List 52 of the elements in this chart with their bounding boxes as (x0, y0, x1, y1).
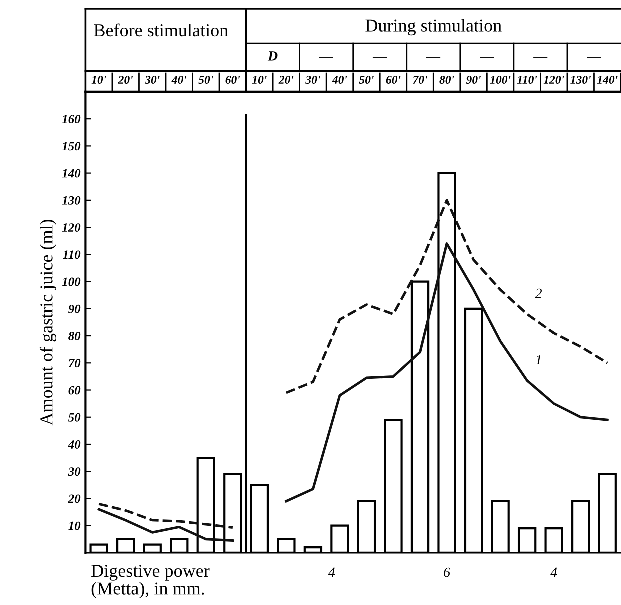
y-tick-label: 60 (68, 386, 81, 395)
x-tick-label: 80' (440, 76, 454, 84)
text: Digestive power (Metta), in mm. (92, 565, 210, 598)
series-label: 1 (536, 355, 541, 364)
y-axis-title: Amount of gastric juice (ml) (40, 220, 57, 426)
x-tick-label: 30' (306, 76, 321, 84)
y-tick-label: 90 (68, 304, 81, 314)
x-tick-label: 110' (517, 76, 538, 84)
series-label: 2 (535, 288, 542, 298)
text: 6 (444, 568, 450, 578)
y-tick-label: 20 (68, 494, 81, 504)
x-tick-label: 130' (570, 76, 592, 84)
x-tick-label: 120' (544, 76, 564, 84)
text: D (268, 52, 278, 61)
x-tick-label: 60' (386, 76, 401, 84)
y-tick-label: 100 (62, 278, 81, 286)
y-tick-label: 130 (62, 196, 81, 205)
y-tick-label: 50 (68, 413, 81, 422)
x-tick-label: 30' (144, 76, 160, 84)
text: 4 (550, 568, 558, 578)
text: — (534, 57, 548, 58)
y-tick-label: 80 (68, 332, 81, 340)
x-tick-label: 60' (226, 76, 240, 84)
x-tick-label: 90' (466, 76, 482, 84)
text: 4 (328, 568, 336, 578)
text: — (319, 57, 334, 58)
x-tick-label: 140' (597, 76, 618, 84)
text: — (480, 57, 494, 58)
y-tick-label: 150 (62, 142, 81, 151)
x-tick-label: 70' (413, 76, 428, 84)
y-tick-label: 30 (68, 468, 81, 476)
x-tick-label: 40' (172, 76, 187, 84)
y-tick-label: 120 (62, 224, 81, 232)
text: — (372, 57, 388, 58)
text: Before stimulation (94, 24, 228, 37)
text: — (587, 57, 602, 58)
text: During stimulation (366, 19, 502, 36)
y-tick-label: 110 (63, 250, 81, 260)
x-tick-label: 50' (359, 76, 374, 84)
text: — (426, 57, 441, 58)
x-tick-label: 20' (278, 76, 294, 84)
y-tick-label: 160 (62, 115, 81, 124)
y-tick-label: 10 (68, 522, 81, 530)
x-tick-label: 20' (118, 76, 134, 84)
y-tick-label: 140 (62, 169, 81, 178)
x-tick-label: 40' (332, 76, 348, 84)
x-tick-label: 50' (198, 76, 214, 84)
y-tick-label: 40 (68, 440, 81, 449)
x-tick-label: 10' (252, 76, 267, 84)
x-tick-label: 10' (92, 76, 106, 84)
x-tick-label: 100' (490, 76, 511, 84)
y-tick-label: 70 (68, 359, 81, 368)
